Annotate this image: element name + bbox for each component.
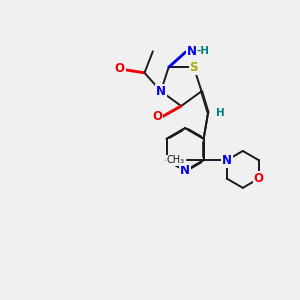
Text: N: N [180, 164, 190, 177]
Text: S: S [190, 61, 198, 74]
Text: -H: -H [196, 46, 209, 56]
Text: CH₃: CH₃ [167, 155, 185, 165]
Text: N: N [156, 85, 166, 98]
Text: N: N [187, 45, 197, 58]
Text: O: O [115, 62, 125, 75]
Text: O: O [152, 110, 162, 123]
Text: H: H [216, 108, 225, 118]
Text: N: N [222, 154, 232, 167]
Text: O: O [254, 172, 264, 185]
